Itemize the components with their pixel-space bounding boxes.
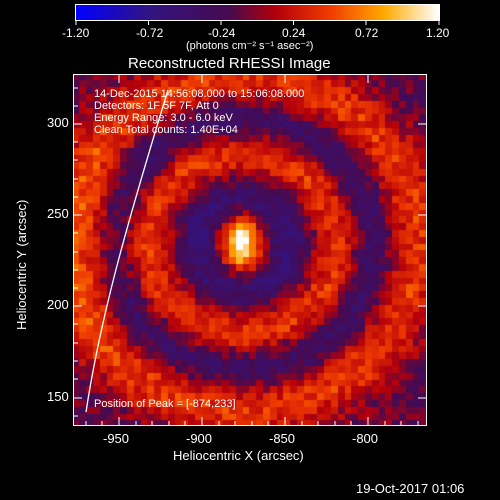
colorbar-tick-label: -0.72 xyxy=(136,26,164,40)
info-energy-range: Energy Range: 3.0 - 6.0 keV xyxy=(94,112,233,124)
x-tick-label: -950 xyxy=(103,431,130,446)
colorbar-tick-label: -0.24 xyxy=(208,26,236,40)
colorbar-tick-label: -1.20 xyxy=(62,26,90,40)
colorbar-tick-label: 0.24 xyxy=(282,26,306,40)
x-tick-label: -900 xyxy=(186,431,213,446)
y-tick-label: 250 xyxy=(47,206,69,221)
y-tick-label: 300 xyxy=(47,115,69,130)
info-clean-counts: Clean Total counts: 1.40E+04 xyxy=(94,124,238,136)
colorbar-tick-label: 0.72 xyxy=(355,26,379,40)
peak-position-text: Position of Peak = [-874,233] xyxy=(94,398,236,410)
plot-title: Reconstructed RHESSI Image xyxy=(128,55,331,72)
x-axis-label: Heliocentric X (arcsec) xyxy=(173,448,304,463)
timestamp: 19-Oct-2017 01:06 xyxy=(356,481,465,496)
colorbar xyxy=(75,4,440,21)
y-tick-label: 150 xyxy=(47,389,69,404)
info-detectors: Detectors: 1F 5F 7F, Att 0 xyxy=(94,100,219,112)
x-tick-label: -800 xyxy=(352,431,379,446)
colorbar-tick-label: 1.20 xyxy=(426,26,450,40)
rhessi-image xyxy=(73,74,427,426)
y-axis-label: Heliocentric Y (arcsec) xyxy=(14,199,29,330)
x-tick-label: -850 xyxy=(269,431,296,446)
colorbar-ticks xyxy=(75,21,440,25)
y-tick-label: 200 xyxy=(47,297,69,312)
info-time-range: 14-Dec-2015 14:56:08.000 to 15:06:08.000 xyxy=(94,88,305,100)
colorbar-units-label: (photons cm⁻² s⁻¹ asec⁻²) xyxy=(186,40,314,52)
